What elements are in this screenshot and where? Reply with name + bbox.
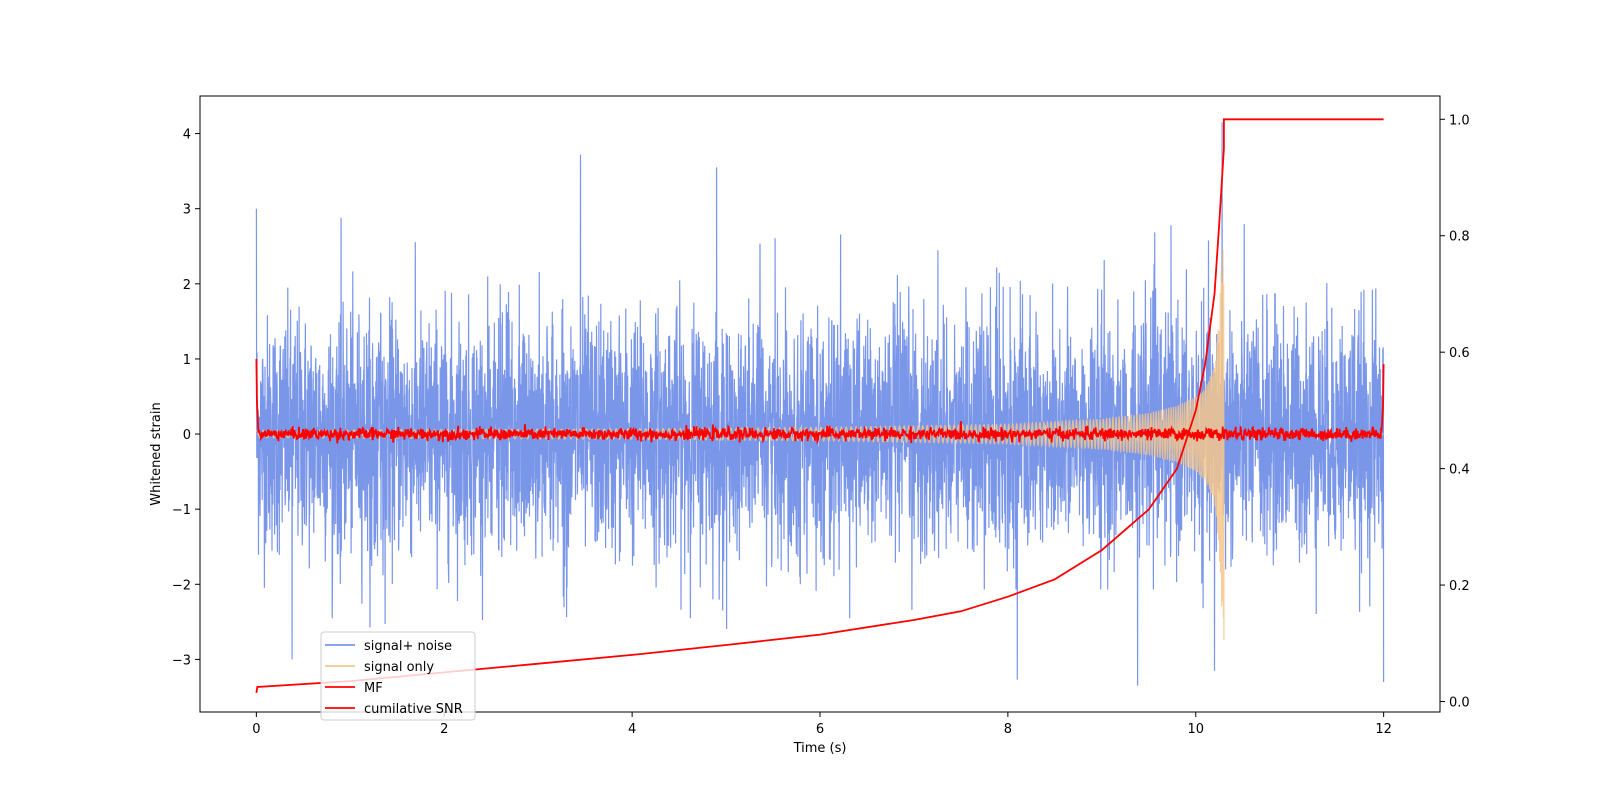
- y-tick-label: −2: [172, 578, 191, 593]
- legend-entry-label: MF: [364, 681, 383, 696]
- legend: signal+ noise signal only MF cumilative SNR: [320, 631, 476, 721]
- series-cumulative-snr-line: [255, 118, 1384, 693]
- y2-tick-label: 0.4: [1449, 463, 1470, 478]
- x-tick-label: 4: [628, 722, 636, 737]
- x-tick-label: 0: [252, 722, 260, 737]
- y-axis-label: Whitened strain: [149, 402, 164, 505]
- series-mf-line: [255, 358, 1385, 445]
- y2-tick-label: 0.2: [1449, 579, 1470, 594]
- y-tick-label: 4: [183, 128, 191, 143]
- legend-entry-label: signal only: [364, 660, 434, 675]
- x-tick-label: 6: [816, 722, 824, 737]
- legend-entry-label: signal+ noise: [364, 639, 452, 654]
- y-tick-label: 3: [183, 203, 191, 218]
- legend-frame: [320, 631, 476, 721]
- y2-tick-label: 0.8: [1449, 230, 1470, 245]
- y-tick-label: 2: [183, 278, 191, 293]
- series-layer: [255, 118, 1385, 693]
- x-tick-label: 12: [1375, 722, 1392, 737]
- y2-tick-label: 0.0: [1449, 696, 1470, 711]
- x-tick-label: 10: [1187, 722, 1204, 737]
- y-tick-label: 0: [183, 428, 191, 443]
- y-tick-label: −1: [172, 503, 191, 518]
- x-tick-label: 2: [440, 722, 448, 737]
- y2-tick-label: 0.6: [1449, 346, 1470, 361]
- x-tick-label: 8: [1004, 722, 1012, 737]
- y-tick-label: 1: [183, 353, 191, 368]
- y2-tick-label: 1.0: [1449, 113, 1470, 128]
- x-axis-label: Time (s): [793, 741, 847, 756]
- y-tick-label: −3: [172, 653, 191, 668]
- legend-entry-label: cumilative SNR: [364, 702, 463, 717]
